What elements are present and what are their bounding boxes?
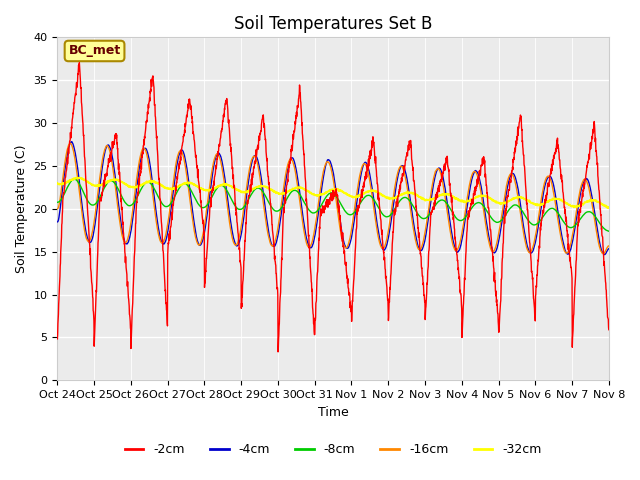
-8cm	[362, 194, 369, 200]
-8cm	[349, 211, 357, 216]
-4cm	[54, 219, 61, 225]
-8cm	[572, 222, 579, 228]
-2cm	[605, 327, 612, 333]
-8cm	[70, 177, 78, 182]
-2cm	[76, 60, 83, 66]
-4cm	[605, 246, 612, 252]
-16cm	[66, 140, 74, 146]
-32cm	[54, 180, 61, 186]
-32cm	[493, 200, 501, 205]
-16cm	[605, 243, 612, 249]
-16cm	[556, 231, 564, 237]
-32cm	[72, 175, 80, 180]
-32cm	[572, 204, 579, 209]
Title: Soil Temperatures Set B: Soil Temperatures Set B	[234, 15, 432, 33]
-32cm	[605, 205, 612, 211]
-2cm	[54, 336, 61, 342]
-8cm	[493, 219, 501, 225]
-2cm	[349, 283, 357, 288]
-4cm	[493, 244, 501, 250]
-16cm	[493, 237, 501, 243]
-16cm	[207, 171, 215, 177]
-2cm	[274, 349, 282, 355]
-8cm	[605, 228, 612, 234]
Line: -8cm: -8cm	[58, 180, 609, 231]
-32cm	[207, 188, 215, 193]
-4cm	[68, 139, 76, 144]
-32cm	[349, 194, 357, 200]
-8cm	[556, 214, 564, 219]
-4cm	[601, 252, 609, 257]
X-axis label: Time: Time	[317, 406, 349, 419]
-2cm	[494, 311, 502, 316]
-4cm	[572, 220, 579, 226]
Line: -32cm: -32cm	[58, 178, 609, 208]
-8cm	[207, 195, 215, 201]
Legend: -2cm, -4cm, -8cm, -16cm, -32cm: -2cm, -4cm, -8cm, -16cm, -32cm	[120, 438, 547, 461]
-8cm	[54, 199, 61, 205]
-2cm	[362, 175, 369, 181]
-32cm	[362, 190, 369, 196]
-8cm	[605, 228, 612, 234]
Line: -4cm: -4cm	[58, 142, 609, 254]
-4cm	[349, 225, 357, 230]
Line: -16cm: -16cm	[58, 143, 609, 254]
-2cm	[557, 166, 564, 172]
-16cm	[572, 214, 579, 219]
Line: -2cm: -2cm	[58, 63, 609, 352]
-4cm	[362, 159, 369, 165]
-16cm	[54, 206, 61, 212]
-2cm	[572, 263, 580, 269]
-16cm	[600, 251, 607, 257]
-32cm	[556, 197, 564, 203]
-4cm	[207, 179, 215, 185]
-2cm	[207, 194, 215, 200]
-16cm	[362, 161, 369, 167]
Text: BC_met: BC_met	[68, 45, 121, 58]
-4cm	[556, 224, 564, 230]
Y-axis label: Soil Temperature (C): Soil Temperature (C)	[15, 144, 28, 273]
-16cm	[349, 216, 357, 222]
